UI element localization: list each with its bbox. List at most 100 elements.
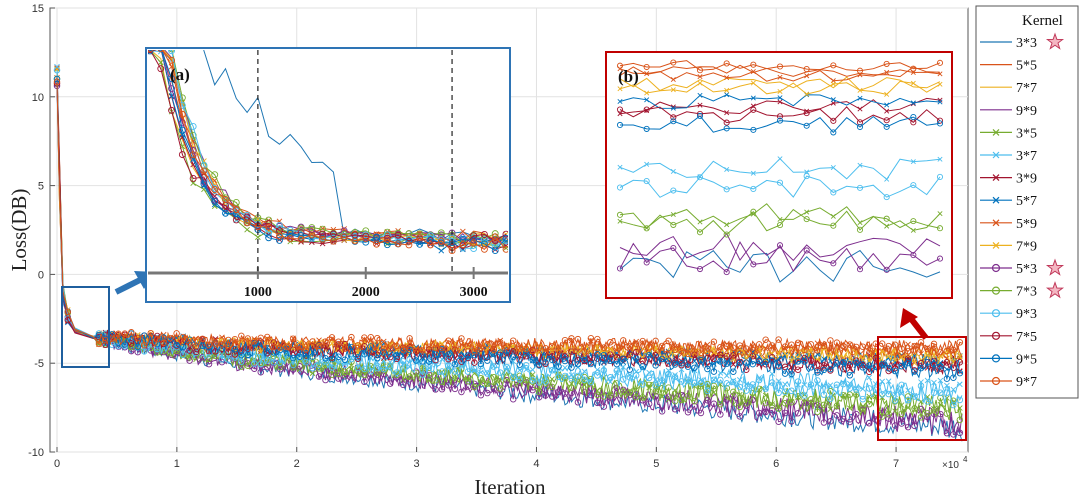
series-marker — [956, 416, 964, 424]
series-marker — [782, 350, 788, 357]
series-marker — [471, 347, 478, 355]
series-marker — [639, 363, 646, 370]
y-tick-label: -10 — [28, 447, 44, 459]
series-marker — [632, 340, 640, 348]
inset-a-marker — [362, 238, 370, 246]
inset-a-label: (a) — [170, 65, 190, 84]
series-marker — [775, 350, 782, 357]
inset-b-marker — [937, 71, 943, 77]
inset-a-marker — [178, 101, 186, 109]
inset-a-marker — [308, 224, 316, 231]
legend-marker — [992, 174, 1000, 182]
inset-a-marker — [265, 223, 273, 231]
series-marker — [587, 378, 595, 386]
series-marker — [924, 410, 931, 417]
inset-b-marker — [883, 123, 890, 130]
legend-item-9*7: 9*7 — [980, 375, 1037, 390]
inset-b-marker — [856, 119, 864, 126]
series-marker — [490, 346, 498, 353]
inset-b-series-3*3 — [619, 249, 941, 283]
series-marker — [523, 366, 529, 373]
series-marker — [768, 402, 776, 409]
series-marker — [866, 374, 873, 381]
x-tick-label: 6 — [773, 458, 779, 470]
series-marker — [794, 378, 802, 385]
series-marker — [425, 343, 433, 351]
inset-b-marker — [617, 164, 623, 170]
series-marker — [497, 369, 504, 376]
series-marker — [814, 377, 821, 384]
series-marker — [878, 340, 886, 347]
series-marker — [717, 411, 724, 418]
series-marker — [432, 351, 439, 358]
series-marker — [898, 381, 905, 389]
inset-b-marker — [696, 229, 704, 236]
series-marker — [827, 395, 834, 403]
inset-a-marker — [427, 241, 434, 249]
series-marker — [801, 392, 808, 399]
series-9*7 — [53, 78, 964, 357]
inset-b-marker — [884, 102, 890, 108]
inset-a: 1000 2000 3000 (a) — [145, 47, 511, 303]
series-marker — [801, 346, 808, 354]
inset-b-marker — [750, 170, 756, 176]
series-marker — [387, 359, 394, 366]
series-marker — [794, 339, 802, 347]
series-marker — [509, 337, 517, 344]
inset-b-marker — [884, 223, 890, 229]
series-marker — [289, 335, 297, 342]
series-marker — [821, 341, 827, 348]
inset-b-marker — [617, 99, 623, 105]
series-marker — [458, 353, 465, 360]
series-marker — [891, 397, 899, 404]
series-marker — [568, 384, 575, 391]
inset-a-marker — [502, 234, 508, 242]
series-marker — [930, 360, 938, 368]
series-marker — [924, 398, 931, 405]
inset-b-marker — [723, 60, 730, 67]
series-marker — [64, 316, 72, 324]
inset-a-marker — [460, 234, 466, 241]
series-marker — [471, 351, 478, 359]
series-marker — [613, 360, 621, 368]
series-marker — [251, 337, 258, 345]
series-marker — [626, 374, 633, 381]
inset-a-marker — [405, 241, 413, 249]
series-marker — [607, 338, 614, 346]
series-marker — [652, 352, 659, 359]
y-tick-label: 5 — [38, 181, 44, 193]
inset-b-marker — [644, 90, 650, 96]
series-marker — [911, 368, 918, 375]
inset-a-marker — [437, 231, 445, 239]
series-marker — [309, 338, 316, 345]
series-marker — [762, 385, 769, 392]
series-marker — [302, 346, 310, 353]
series-marker — [341, 373, 349, 380]
series-marker — [672, 372, 678, 378]
inset-a-line — [161, 50, 507, 252]
series-marker — [762, 399, 769, 407]
series-marker — [775, 405, 782, 412]
inset-b-marker — [857, 220, 863, 226]
inset-b-marker — [750, 80, 756, 86]
inset-a-marker — [373, 240, 380, 248]
series-marker — [535, 388, 543, 396]
series-marker — [425, 371, 433, 379]
inset-b-marker — [856, 67, 864, 74]
inset-b-marker — [617, 86, 623, 92]
series-marker — [943, 359, 951, 366]
series-marker — [717, 351, 724, 359]
legend-item-3*9: 3*9 — [980, 172, 1037, 187]
inset-b-marker — [856, 266, 864, 273]
inset-b-marker — [857, 72, 863, 78]
inset-a-marker — [373, 233, 380, 241]
series-marker — [212, 340, 219, 348]
inset-a-marker — [480, 236, 488, 244]
inset-a-marker — [244, 226, 250, 233]
inset-b-marker — [697, 74, 703, 80]
inset-a-series-9*7 — [148, 50, 508, 255]
series-marker — [957, 353, 963, 359]
series-marker — [840, 415, 847, 423]
series-marker — [587, 391, 595, 399]
series-marker — [471, 383, 478, 391]
